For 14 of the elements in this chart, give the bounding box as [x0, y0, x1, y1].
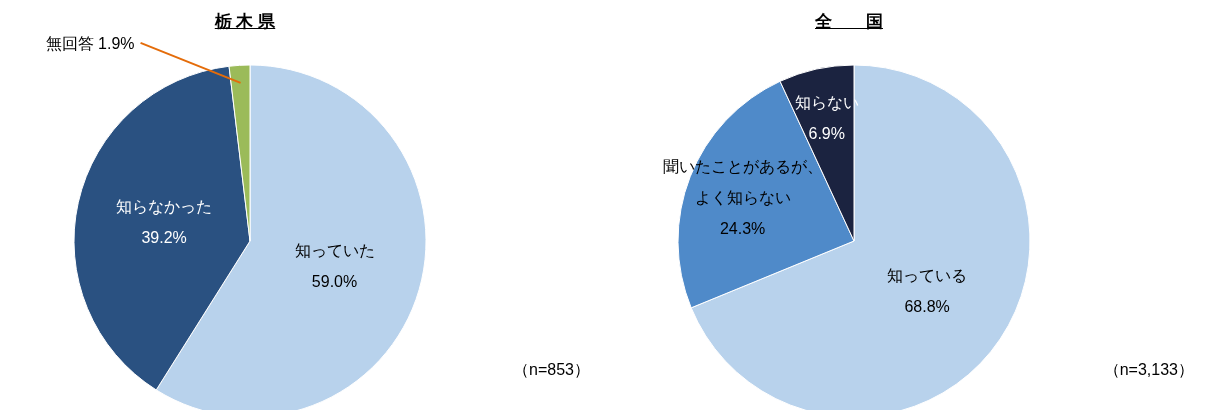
data-label: 24.3% [719, 220, 766, 238]
data-label: 6.9% [808, 124, 845, 142]
slice-label: 知っていた [294, 241, 375, 259]
data-label: 59.0% [311, 272, 358, 290]
slice-label: 聞いたことがあるが、よく知らない [662, 158, 823, 207]
data-label: 39.2% [141, 229, 187, 247]
text: （n=853） [513, 360, 590, 380]
chart-title: 全 国 [814, 11, 884, 33]
chart-title: 栃 木 県 [213, 11, 277, 33]
slice-label: 知らなかった [116, 198, 213, 216]
data-label: 68.8% [904, 297, 950, 315]
slice-label: 知っている [887, 266, 968, 284]
text: （n=3,133） [1103, 360, 1194, 380]
slice-label: 無回答 1.9% [45, 34, 135, 52]
